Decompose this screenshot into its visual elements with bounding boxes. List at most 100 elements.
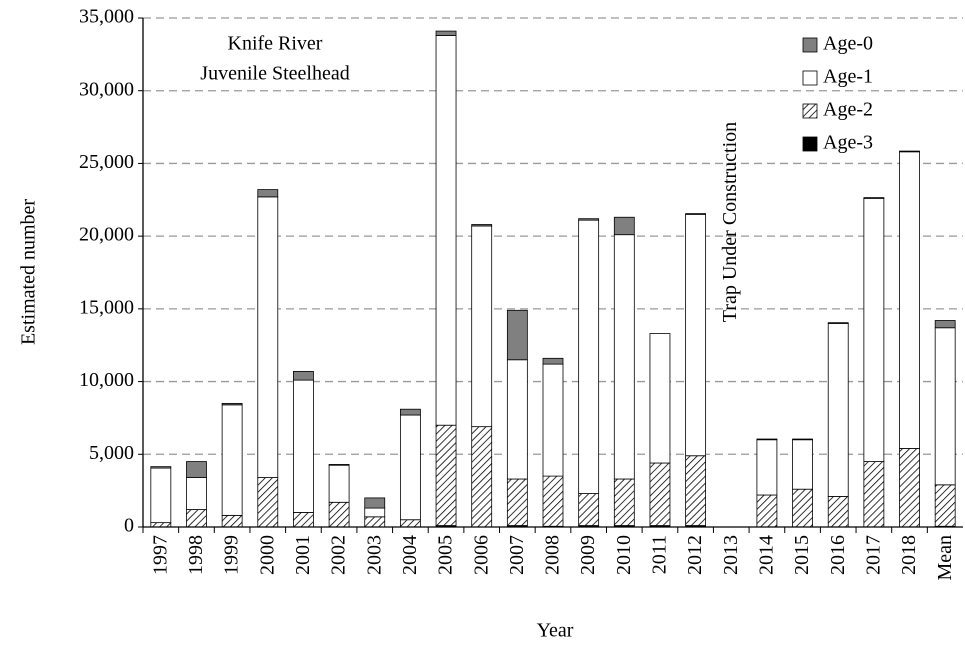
- x-tick-label: 2015: [791, 535, 813, 575]
- bar-segment: [792, 488, 813, 528]
- x-axis-label: Year: [537, 620, 574, 642]
- bar-segment: [827, 322, 849, 324]
- bar-segment: [506, 359, 528, 480]
- bar-segment: [150, 466, 172, 469]
- x-tick-label: 1997: [149, 535, 171, 575]
- bar-segment: [792, 438, 813, 441]
- bar-segment: [186, 461, 207, 478]
- legend-label: Age-0: [823, 33, 873, 55]
- x-tick-label: 2017: [862, 535, 884, 575]
- bar-segment: [899, 151, 920, 449]
- bar-segment: [435, 424, 457, 526]
- chart-title: Knife River: [228, 33, 323, 55]
- x-tick-label: 2008: [542, 535, 564, 575]
- bar-segment: [934, 327, 956, 486]
- bar-segment: [293, 370, 314, 381]
- y-tick-label: 10,000: [79, 369, 134, 391]
- bar-segment: [542, 475, 564, 527]
- bar-segment: [506, 309, 528, 361]
- x-tick-label: 2018: [898, 535, 920, 575]
- x-tick-label: 2000: [256, 535, 278, 575]
- x-tick-label: 2014: [756, 535, 778, 575]
- legend-label: Age-1: [823, 66, 873, 88]
- bar-segment: [506, 478, 528, 526]
- x-tick-label: 2003: [363, 535, 385, 575]
- bar-segment: [293, 512, 314, 528]
- bar-segment: [364, 497, 386, 509]
- y-tick-label: 15,000: [79, 296, 134, 318]
- bar-segment: [613, 478, 635, 526]
- bar-segment: [827, 322, 849, 497]
- bar-segment: [685, 213, 707, 215]
- x-tick-label: Mean: [934, 535, 956, 581]
- bar-segment: [257, 477, 279, 528]
- y-tick-label: 30,000: [79, 78, 134, 100]
- bar-segment: [150, 467, 172, 524]
- x-tick-label: 2001: [292, 535, 314, 575]
- legend-swatch: [802, 136, 818, 152]
- bar-segment: [756, 439, 778, 496]
- x-tick-label: 2002: [328, 535, 350, 575]
- x-tick-label: 2011: [649, 535, 671, 574]
- y-tick-label: 35,000: [79, 6, 134, 28]
- bar-segment: [328, 464, 350, 466]
- bar-segment: [221, 404, 243, 516]
- bar-segment: [578, 218, 600, 221]
- legend-swatch: [802, 70, 818, 86]
- bar-segment: [186, 509, 207, 528]
- bar-segment: [186, 477, 207, 510]
- legend-swatch: [802, 37, 818, 53]
- y-tick-label: 5,000: [89, 442, 134, 464]
- x-tick-label: 2013: [720, 535, 742, 575]
- bar-segment: [542, 357, 564, 365]
- x-tick-label: 2012: [684, 535, 706, 575]
- x-tick-label: 2016: [827, 535, 849, 575]
- bar-segment: [756, 494, 778, 528]
- bar-segment: [934, 484, 956, 527]
- y-axis-label: Estimated number: [18, 199, 40, 345]
- bar-segment: [150, 522, 172, 528]
- bar-segment: [934, 320, 956, 329]
- bar-segment: [257, 196, 279, 478]
- x-tick-label: 2005: [435, 535, 457, 575]
- x-tick-label: 2010: [613, 535, 635, 575]
- bar-segment: [399, 414, 421, 521]
- bar-segment: [471, 224, 493, 227]
- legend-label: Age-3: [823, 132, 873, 154]
- bar-segment: [899, 150, 920, 153]
- bar-segment: [578, 219, 600, 494]
- annotation: Trap Under Construction: [719, 122, 741, 322]
- bar-segment: [792, 439, 813, 490]
- x-tick-label: 1999: [221, 535, 243, 575]
- bar-segment: [328, 501, 350, 528]
- bar-segment: [756, 438, 778, 441]
- x-tick-label: 2006: [470, 535, 492, 575]
- bar-segment: [399, 519, 421, 528]
- bar-segment: [364, 516, 386, 528]
- bar-segment: [863, 461, 885, 528]
- bar-segment: [685, 455, 707, 526]
- x-tick-label: 1998: [185, 535, 207, 575]
- bar-segment: [863, 197, 885, 199]
- y-tick-label: 20,000: [79, 224, 134, 246]
- bar-segment: [471, 426, 493, 528]
- bar-segment: [435, 35, 457, 426]
- bar-segment: [399, 408, 421, 416]
- legend-swatch: [802, 103, 818, 119]
- bar-segment: [685, 213, 707, 457]
- bar-segment: [613, 234, 635, 480]
- bar-segment: [221, 402, 243, 406]
- bar-segment: [649, 462, 671, 526]
- y-tick-label: 0: [124, 515, 134, 537]
- bar-segment: [471, 225, 493, 428]
- bar-segment: [899, 448, 920, 528]
- bar-segment: [328, 464, 350, 503]
- legend-label: Age-2: [823, 99, 873, 121]
- bar-segment: [863, 197, 885, 462]
- bar-segment: [435, 30, 457, 36]
- x-tick-label: 2004: [399, 535, 421, 575]
- bar-segment: [293, 379, 314, 513]
- bar-segment: [613, 216, 635, 236]
- bar-segment: [578, 493, 600, 526]
